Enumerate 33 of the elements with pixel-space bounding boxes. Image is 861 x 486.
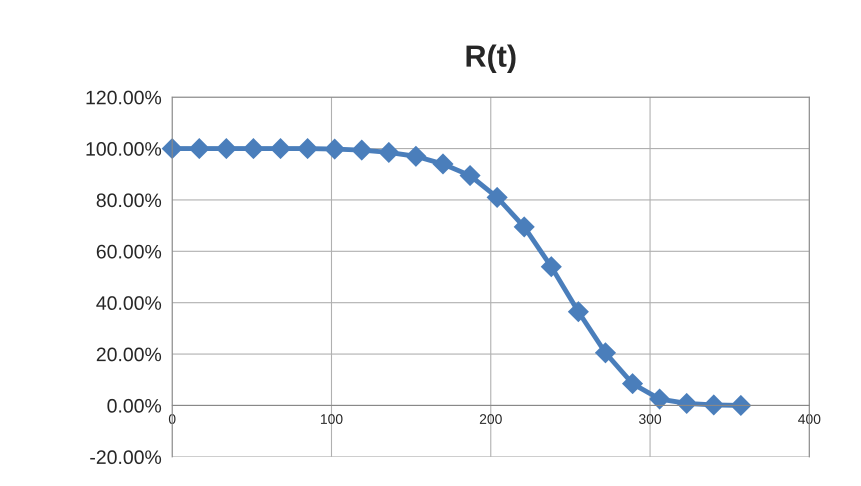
y-tick-label: 0.00% bbox=[107, 398, 162, 413]
point bbox=[486, 187, 508, 208]
y-tick-label: 80.00% bbox=[96, 193, 162, 208]
x-tick-label: 0 bbox=[168, 414, 176, 424]
y-tick-label: 20.00% bbox=[96, 348, 162, 362]
point bbox=[432, 154, 454, 174]
x-tick-label: 300 bbox=[639, 414, 662, 424]
y-tick-label: -20.00% bbox=[90, 450, 162, 464]
y-tick-label: 100.00% bbox=[86, 142, 162, 156]
x-tick-label: 200 bbox=[480, 414, 502, 424]
point bbox=[540, 256, 562, 278]
y-tick-label: 60.00% bbox=[96, 244, 162, 259]
point bbox=[676, 393, 698, 414]
point bbox=[297, 138, 318, 159]
y-tick-label: 120.00% bbox=[86, 90, 162, 104]
point bbox=[351, 140, 372, 160]
point bbox=[703, 394, 724, 416]
point bbox=[622, 373, 643, 394]
point bbox=[649, 388, 670, 410]
y-tick-label: 40.00% bbox=[96, 296, 162, 310]
point bbox=[270, 138, 291, 159]
point bbox=[730, 395, 752, 416]
x-tick-label: 400 bbox=[798, 414, 820, 424]
point bbox=[514, 216, 535, 238]
x-tick-label: 100 bbox=[320, 414, 343, 424]
chart-title: R(t) bbox=[466, 44, 516, 73]
point bbox=[216, 138, 237, 159]
point bbox=[406, 146, 426, 167]
point bbox=[460, 165, 480, 186]
point bbox=[378, 142, 400, 163]
point bbox=[568, 301, 589, 322]
point bbox=[595, 342, 616, 364]
point bbox=[243, 138, 264, 159]
